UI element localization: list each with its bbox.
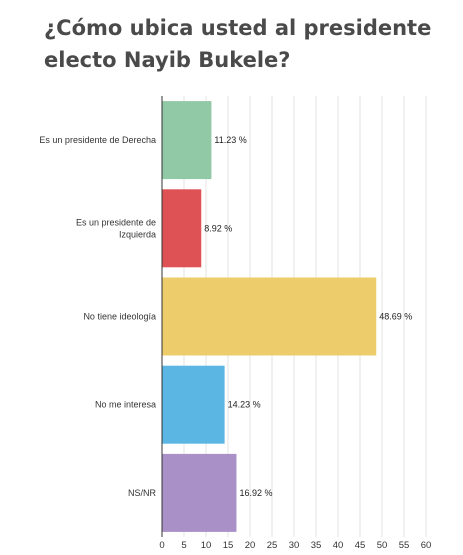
x-tick-label: 25 xyxy=(267,540,278,551)
data-label: 16.92 % xyxy=(239,488,272,498)
x-tick-label: 30 xyxy=(289,540,300,551)
category-label: NS/NR xyxy=(128,488,157,498)
x-tick-label: 40 xyxy=(333,540,344,551)
data-label: 11.23 % xyxy=(214,135,246,145)
bar xyxy=(162,189,202,268)
category-label: No tiene ideología xyxy=(83,312,156,322)
x-tick-label: 15 xyxy=(223,540,234,551)
data-label: 14.23 % xyxy=(228,400,261,410)
x-tick-label: 20 xyxy=(245,540,256,551)
category-label: Es un presidente de Izquierda xyxy=(76,217,156,239)
data-label: 8.92 % xyxy=(204,223,232,233)
x-tick-label: 0 xyxy=(159,540,164,551)
x-tick-label: 55 xyxy=(399,540,410,551)
x-tick-label: 45 xyxy=(355,540,366,551)
category-label: No me interesa xyxy=(95,400,156,410)
bar xyxy=(162,277,377,356)
bar xyxy=(162,365,225,444)
chart-title: ¿Cómo ubica usted al presidente electo N… xyxy=(44,16,432,72)
data-label: 48.69 % xyxy=(379,312,412,322)
x-tick-label: 35 xyxy=(311,540,322,551)
bar xyxy=(162,453,237,532)
x-tick-label: 60 xyxy=(421,540,432,551)
bar xyxy=(162,101,212,180)
x-tick-label: 10 xyxy=(201,540,212,551)
category-label: Es un presidente de Derecha xyxy=(39,135,156,145)
x-tick-label: 5 xyxy=(181,540,186,551)
x-tick-label: 50 xyxy=(377,540,388,551)
